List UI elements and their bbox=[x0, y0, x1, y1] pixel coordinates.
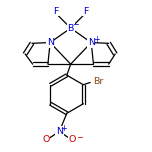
Text: N: N bbox=[47, 38, 54, 47]
Text: F: F bbox=[53, 7, 59, 16]
Text: O: O bbox=[69, 135, 76, 144]
Text: −: − bbox=[72, 20, 79, 29]
Text: +: + bbox=[60, 124, 67, 133]
Text: −: − bbox=[76, 133, 83, 142]
Text: O: O bbox=[42, 135, 50, 144]
Text: N: N bbox=[88, 38, 95, 47]
Text: N: N bbox=[56, 127, 63, 136]
Text: Br: Br bbox=[93, 77, 103, 86]
Text: +: + bbox=[93, 35, 100, 44]
Text: F: F bbox=[83, 7, 88, 16]
Text: B: B bbox=[67, 24, 74, 33]
